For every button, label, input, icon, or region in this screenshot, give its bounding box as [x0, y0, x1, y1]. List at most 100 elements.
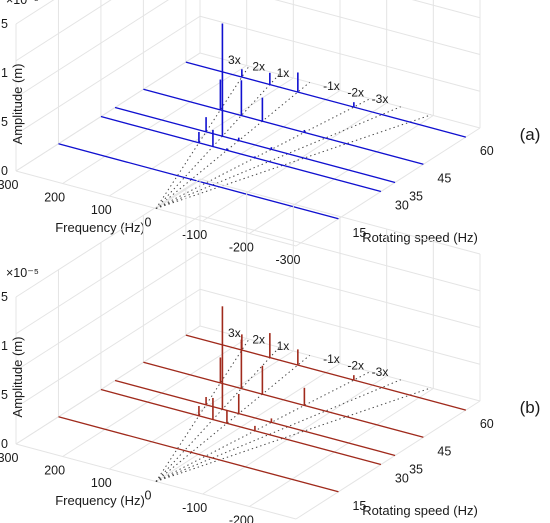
spectrum-baseline: [58, 143, 339, 220]
speed-tick-label: 15: [352, 226, 366, 240]
speed-tick-label: 35: [409, 189, 423, 203]
spectrum-baseline: [185, 61, 467, 138]
order-line--1x: [155, 371, 371, 482]
harmonic-label: -1x: [323, 79, 340, 93]
harmonic-label: 2x: [252, 333, 265, 347]
z-tick-label: 1: [1, 339, 8, 353]
grid-line: [15, 215, 201, 335]
frequency-tick-label: -100: [182, 228, 207, 242]
spectrum-30hz: [100, 388, 382, 466]
frequency-tick-label: -300: [275, 253, 300, 267]
spectrum-60hz: [185, 333, 467, 411]
grid-line: [202, 375, 387, 495]
frequency-tick-label: 100: [91, 476, 112, 490]
chart-panel-b: 3x 2x 1x -1x -2x -3x 0 0.5 1 1.5 ×10⁻⁵ Amplitude (m…: [0, 178, 541, 523]
harmonic-labels: 3x 2x 1x -1x -2x -3x: [228, 53, 388, 106]
spectrum-baseline: [114, 106, 396, 184]
spectrum-45hz: [143, 339, 424, 438]
spectrum-baseline: [114, 379, 396, 457]
grid-line: [155, 363, 341, 482]
z-tick-label: 0: [1, 164, 8, 178]
frequency-tick-label: 0: [145, 216, 152, 230]
harmonic-label: -2x: [347, 359, 364, 373]
order-line-3x: [155, 338, 250, 482]
panel-label: (a): [520, 125, 541, 144]
grid-line: [62, 338, 247, 457]
speed-tick-label: 60: [480, 417, 494, 431]
spectrum-baseline: [100, 388, 382, 466]
chart-panel-a: 3x 2x 1x -1x -2x -3x 0 0.5 1 1.5 ×10⁻⁵ Amplitude (m…: [0, 0, 540, 267]
order-line--3x: [155, 387, 432, 482]
spectrum-15hz: [58, 143, 339, 220]
order-line-1x: [155, 81, 310, 209]
spectrum-baseline: [143, 88, 424, 165]
spectrum-baseline: [185, 334, 467, 411]
harmonic-order-lines: [155, 338, 432, 482]
z-tick-label: 0.5: [0, 115, 8, 129]
grid-line: [155, 90, 341, 209]
harmonic-order-lines: [155, 65, 432, 209]
speed-tick-label: 15: [352, 499, 366, 513]
speed-tick-label: 35: [409, 462, 423, 476]
speed-tick-label: 45: [437, 444, 451, 458]
order-line--3x: [155, 114, 432, 209]
z-exponent-label: ×10⁻⁵: [6, 266, 39, 280]
frequency-tick-label: 100: [91, 203, 112, 217]
harmonic-label: -3x: [372, 365, 389, 379]
speed-tick-label: 60: [480, 144, 494, 158]
frequency-axis-label: Frequency (Hz): [55, 220, 145, 235]
harmonic-label: -2x: [347, 86, 364, 100]
frequency-tick-label: -200: [229, 241, 254, 255]
panel-label: (b): [520, 398, 541, 417]
frequency-tick-label: 300: [0, 178, 18, 192]
speed-tick-label: 45: [437, 171, 451, 185]
spectrum-baseline: [58, 416, 339, 493]
speed-axis-label: Rotating speed (Hz): [362, 503, 478, 518]
spectrum-30hz: [100, 115, 382, 193]
spectrum-baseline: [100, 115, 382, 193]
spectrum-45hz: [143, 79, 424, 165]
harmonic-label: 3x: [228, 326, 241, 340]
harmonic-label: -1x: [323, 352, 340, 366]
grid-line: [15, 0, 112, 62]
grid-line: [15, 0, 169, 98]
frequency-tick-label: 300: [0, 451, 18, 465]
frequency-tick-label: 200: [44, 464, 65, 478]
spectrum-15hz: [58, 416, 339, 493]
harmonic-labels: 3x 2x 1x -1x -2x -3x: [228, 326, 388, 379]
speed-tick-label: 30: [395, 472, 409, 486]
order-line-1x: [155, 354, 310, 482]
grid-line: [15, 52, 201, 172]
harmonic-label: -3x: [372, 92, 389, 106]
z-axis-label: Amplitude (m): [10, 64, 25, 145]
grid-line: [295, 400, 481, 520]
frequency-tick-label: 0: [145, 489, 152, 503]
grid-line: [109, 77, 294, 197]
grid-line: [15, 178, 201, 298]
spectrum-60hz: [185, 61, 467, 138]
frequency-axis: 300 200 100 0 -100 -200 -300 Frequency (Hz): [0, 178, 301, 267]
z-tick-label: 0.5: [0, 388, 8, 402]
z-tick-label: 1.5: [0, 290, 8, 304]
grid-line: [109, 350, 294, 470]
grid-line: [249, 388, 434, 507]
grid-line: [15, 252, 201, 371]
harmonic-label: 3x: [228, 53, 241, 67]
z-tick-label: 1: [1, 66, 8, 80]
grid-line: [15, 15, 201, 135]
spectrum-35hz: [114, 306, 396, 457]
z-axis-label: Amplitude (m): [10, 337, 25, 418]
frequency-tick-label: -200: [229, 514, 254, 523]
harmonic-label: 1x: [277, 339, 290, 353]
speed-tick-label: 30: [395, 199, 409, 213]
grid-line: [15, 325, 201, 445]
frequency-tick-label: -100: [182, 501, 207, 515]
frequency-tick-label: 200: [44, 191, 65, 205]
order-line-3x: [155, 65, 250, 209]
grid: [15, 0, 481, 247]
grid-line: [249, 115, 434, 234]
frequency-axis-label: Frequency (Hz): [55, 493, 145, 508]
